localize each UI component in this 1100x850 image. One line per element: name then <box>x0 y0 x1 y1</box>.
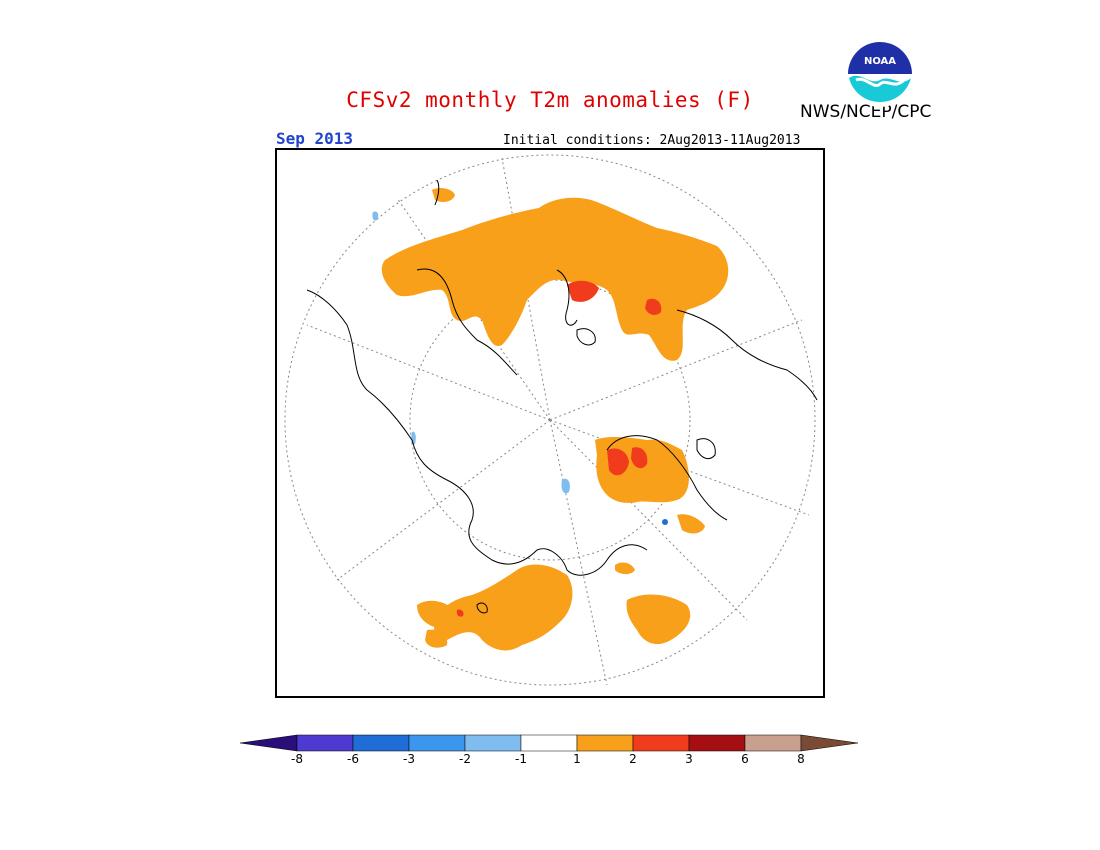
initial-conditions: Initial conditions: 2Aug2013-11Aug2013 <box>503 133 801 148</box>
colorbar-tick-label: 1 <box>573 752 581 766</box>
colorbar-tick-label: 2 <box>629 752 637 766</box>
colorbar-segment-above-max <box>800 734 859 752</box>
forecast-month: Sep 2013 <box>276 129 354 148</box>
meridian-lines <box>306 157 810 686</box>
colorbar-segment <box>688 734 746 752</box>
noaa-logo-text: NOAA <box>864 56 896 67</box>
colorbar-tick-label: 3 <box>685 752 693 766</box>
colorbar <box>239 733 860 753</box>
anomaly-regions-cool <box>372 211 668 525</box>
noaa-logo: NOAA <box>846 40 914 108</box>
colorbar-tick-label: -8 <box>291 752 303 766</box>
anomaly-regions-2-3F <box>456 280 662 617</box>
colorbar-segment <box>576 734 634 752</box>
colorbar-segment <box>352 734 410 752</box>
latitude-circle <box>409 279 691 561</box>
polar-map <box>275 148 825 698</box>
colorbar-segment <box>464 734 522 752</box>
colorbar-segment <box>744 734 802 752</box>
colorbar-tick-label: -1 <box>515 752 527 766</box>
colorbar-tick-label: -6 <box>347 752 359 766</box>
chart-title: CFSv2 monthly T2m anomalies (F) <box>346 88 754 112</box>
colorbar-tick-label: -2 <box>459 752 471 766</box>
colorbar-segment <box>408 734 466 752</box>
colorbar-tick-label: 8 <box>797 752 805 766</box>
colorbar-segment <box>296 734 354 752</box>
organization-label: NWS/NCEP/CPC <box>800 102 932 122</box>
colorbar-segment-below-min <box>239 734 298 752</box>
colorbar-tick-label: -3 <box>403 752 415 766</box>
colorbar-segment <box>520 734 578 752</box>
map-boundary-circle <box>284 154 816 686</box>
colorbar-segment <box>632 734 690 752</box>
colorbar-tick-label: 6 <box>741 752 749 766</box>
coastlines <box>306 179 818 614</box>
anomaly-regions-1-2F <box>381 187 729 651</box>
